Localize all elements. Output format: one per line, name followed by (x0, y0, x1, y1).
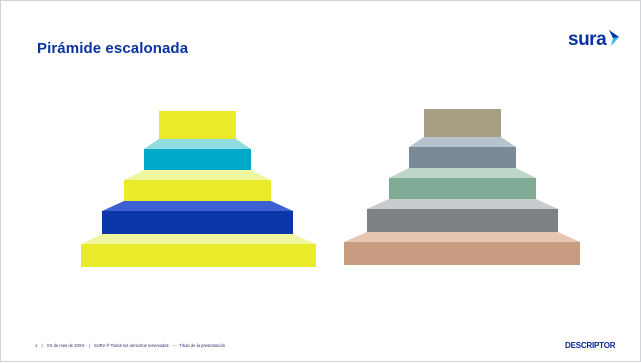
pyramid-right-step-4-top (367, 199, 558, 209)
footer-copyright: SURA ® Todos los derechos reservados (93, 343, 169, 348)
pyramid-left-step-3-top (124, 170, 271, 180)
pyramid-left-step-4-top (102, 201, 293, 211)
pyramid-left-step-3-face (124, 180, 271, 201)
footer-presentation-title: Título de la presentación (179, 343, 226, 348)
logo-text: sura (568, 29, 607, 50)
pyramid-left-step-2-top (144, 139, 251, 149)
footer-descriptor: DESCRIPTOR (565, 341, 616, 350)
pyramid-right-step-3-face (389, 178, 536, 199)
pyramid-left-step-4-face (102, 211, 293, 234)
pyramid-left-step-2-face (144, 149, 251, 170)
slide-title: Pirámide escalonada (37, 40, 189, 57)
footer-dash: – (172, 343, 176, 348)
pyramid-right-step-5-face (344, 242, 580, 265)
footer-separator: | (41, 343, 43, 348)
sura-logo: sura (568, 29, 621, 50)
pyramid-right-step-2-face (409, 147, 516, 168)
page-number: 1 (35, 343, 38, 348)
pyramid-left-step-5-top (81, 234, 316, 244)
pyramid-right-step-1-face (424, 109, 501, 137)
footer-info: 1 | XX de mes de 20XX | SURA ® Todos los… (35, 343, 228, 348)
pyramid-right-step-5-top (344, 232, 580, 242)
footer-separator: | (88, 343, 90, 348)
footer-date: XX de mes de 20XX (46, 343, 85, 348)
pyramid-right (344, 109, 580, 265)
pyramid-right-step-3-top (389, 168, 536, 178)
sura-chevron-icon (609, 29, 620, 46)
pyramid-right-step-2-top (409, 137, 516, 147)
pyramid-left (81, 111, 316, 267)
pyramid-left-step-5-face (81, 244, 316, 267)
pyramid-right-step-4-face (367, 209, 558, 232)
pyramid-left-step-1-face (159, 111, 236, 139)
